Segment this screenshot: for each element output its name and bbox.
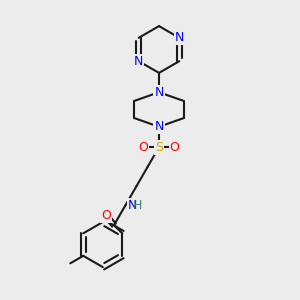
Text: H: H: [133, 199, 142, 212]
Text: N: N: [134, 55, 143, 68]
Text: O: O: [170, 141, 179, 154]
Text: N: N: [154, 86, 164, 99]
Text: N: N: [175, 31, 184, 44]
Text: O: O: [139, 141, 148, 154]
Text: N: N: [154, 120, 164, 133]
Text: O: O: [101, 209, 111, 222]
Text: S: S: [155, 141, 163, 154]
Text: N: N: [128, 199, 137, 212]
